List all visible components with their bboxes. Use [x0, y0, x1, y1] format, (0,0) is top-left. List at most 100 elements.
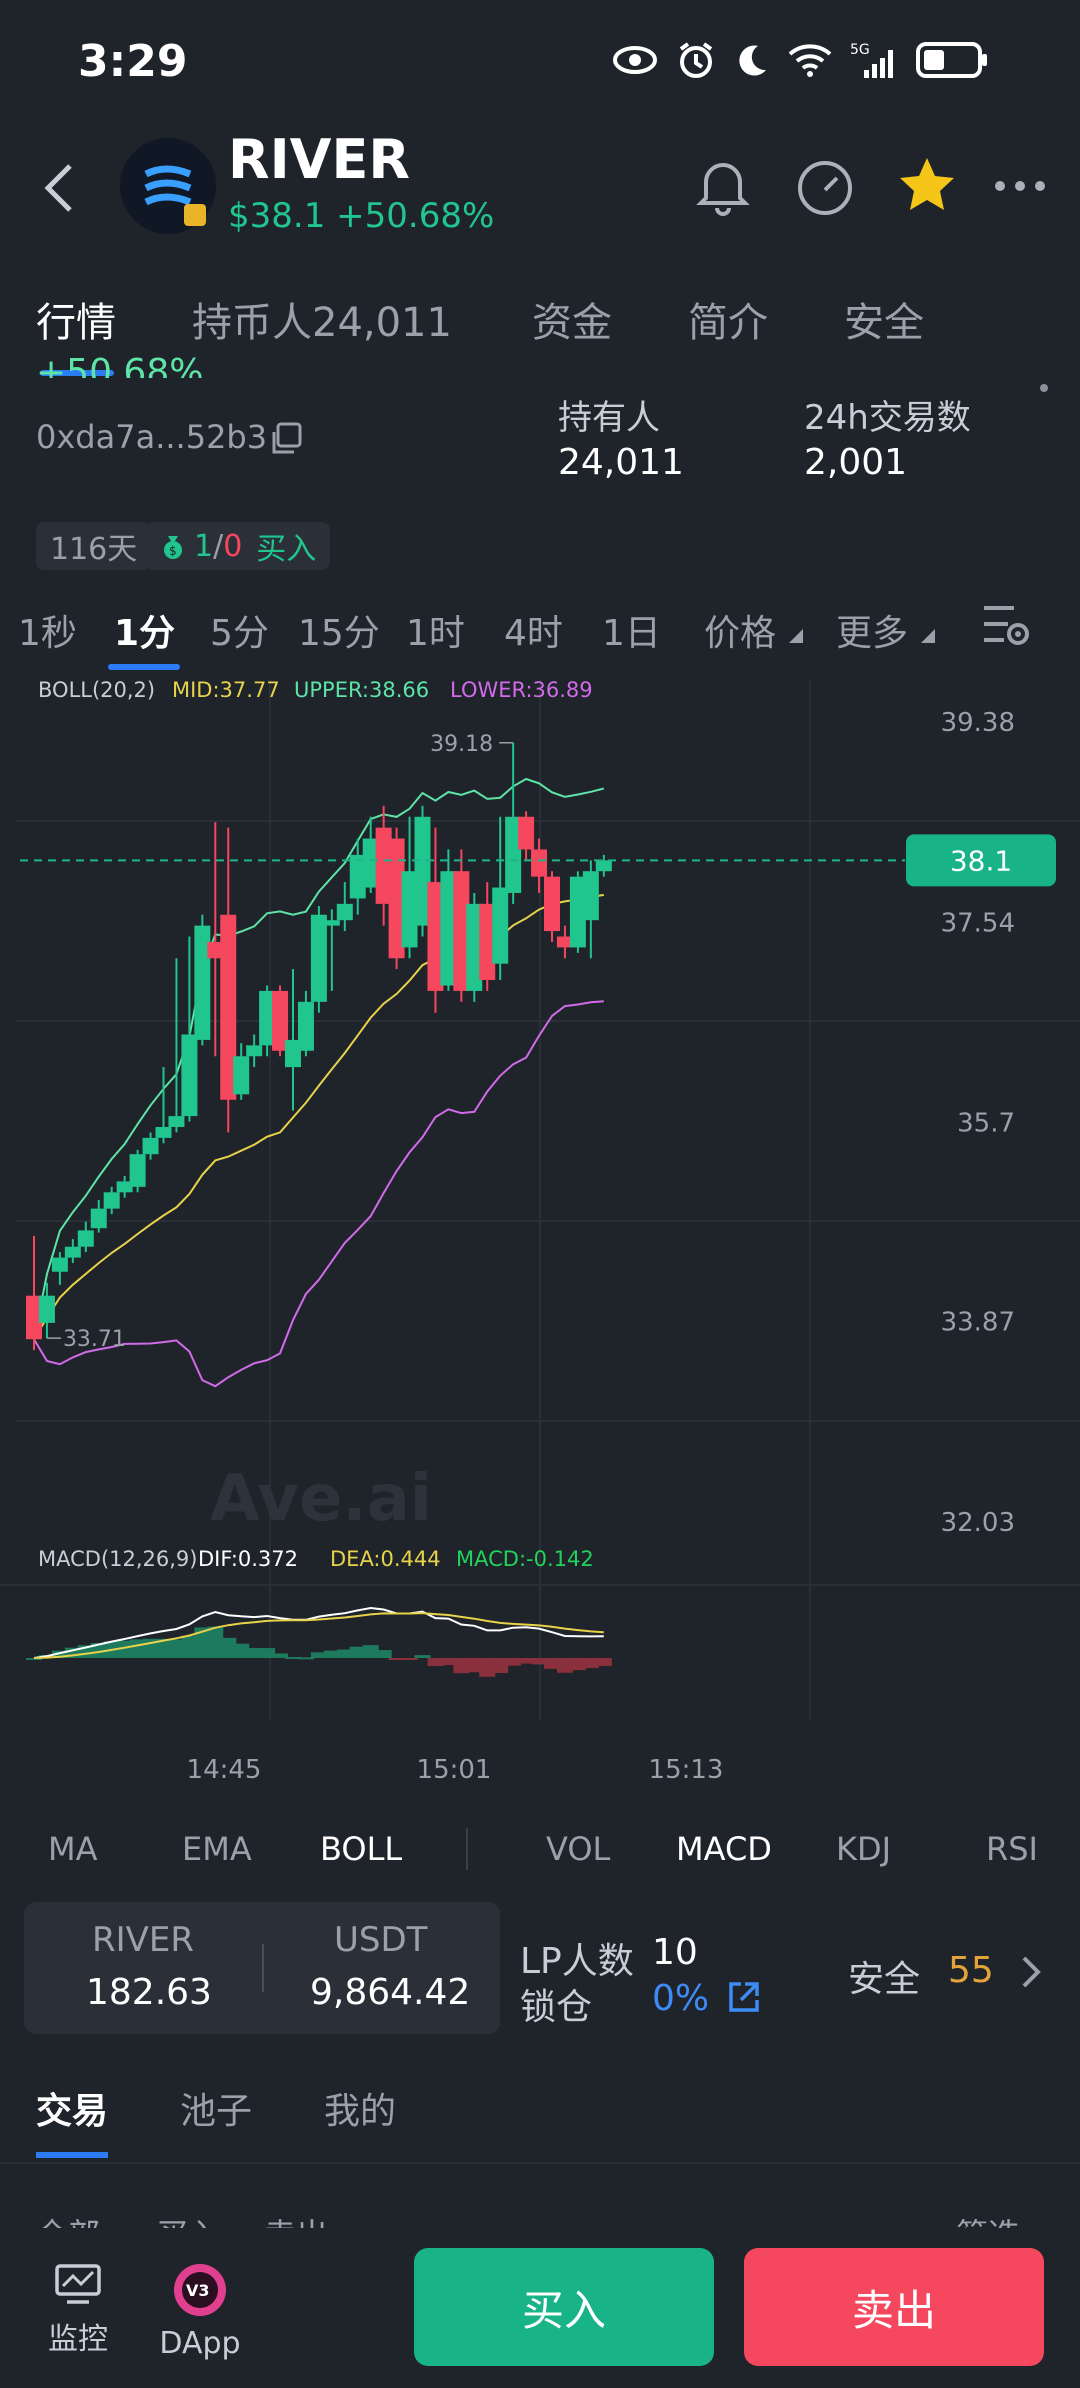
indicator-vol[interactable]: VOL — [546, 1830, 611, 1868]
subtab-buy[interactable]: 买入 — [156, 2210, 220, 2230]
tab-intro[interactable]: 简介 — [688, 300, 768, 346]
lock-value[interactable]: 0% — [652, 1978, 761, 2019]
candle-body — [505, 816, 522, 893]
y-tick-label: 35.7 — [957, 1109, 1015, 1139]
tab-market[interactable]: 行情 — [36, 300, 116, 346]
tx-value: 2,001 — [804, 442, 908, 483]
x-tick-label: 15:01 — [417, 1755, 492, 1780]
chart-settings-button[interactable] — [980, 598, 1032, 654]
svg-text:V3: V3 — [186, 2281, 210, 2300]
macd-bar — [349, 1646, 366, 1658]
bell-button[interactable] — [688, 150, 758, 220]
tab-underline — [40, 370, 114, 376]
holders-label: 持有人 — [558, 398, 660, 438]
macd-bar — [401, 1658, 418, 1660]
buy-button[interactable]: 买入 — [414, 2248, 714, 2366]
candle-body — [336, 903, 353, 921]
tab-funds[interactable]: 资金 — [532, 300, 612, 346]
status-bar: 3:29 5G — [0, 0, 1080, 130]
candle-body — [531, 849, 548, 877]
indicator-macd[interactable]: MACD — [676, 1830, 772, 1868]
candle-body — [220, 914, 237, 1100]
macd-bar — [168, 1639, 185, 1658]
dapp-icon: V3 — [174, 2264, 226, 2316]
favorite-button[interactable] — [892, 150, 962, 220]
candle-body — [556, 936, 573, 948]
interval-1d[interactable]: 1日 — [602, 613, 661, 654]
subtab-filter[interactable]: 筛选 — [956, 2210, 1020, 2230]
tab-trades[interactable]: 交易 — [36, 2091, 109, 2132]
price-dropdown[interactable]: 价格 — [704, 604, 805, 656]
tab-safety[interactable]: 安全 — [844, 300, 924, 346]
macd-dea-label: DEA:0.444 — [330, 1547, 441, 1571]
boll-mid-line — [33, 893, 604, 1340]
candle-body — [272, 990, 289, 1051]
macd-bar — [414, 1655, 431, 1658]
section-divider — [0, 2162, 1080, 2164]
copy-button[interactable] — [270, 422, 304, 456]
interval-1m[interactable]: 1分 — [114, 613, 176, 654]
tab-mine[interactable]: 我的 — [324, 2091, 397, 2132]
bell-icon — [696, 163, 750, 216]
more-dropdown[interactable]: 更多 — [836, 604, 937, 656]
interval-15m[interactable]: 15分 — [298, 613, 380, 654]
token-logo — [120, 138, 216, 234]
nav-monitor[interactable]: 监控 — [28, 2262, 128, 2358]
subtab-sell[interactable]: 卖出 — [264, 2210, 328, 2230]
battery-icon — [916, 42, 987, 78]
interval-5m[interactable]: 5分 — [210, 613, 269, 654]
safety-label: 安全 — [848, 1959, 921, 2000]
macd-bar — [544, 1658, 560, 1669]
back-button[interactable] — [40, 158, 80, 218]
macd-bar — [233, 1643, 250, 1658]
eye-icon — [613, 46, 657, 74]
holders-value: 24,011 — [558, 442, 684, 483]
tab-holders[interactable]: 持币人24,011 — [192, 300, 452, 346]
macd-bar — [310, 1652, 327, 1658]
gauge-button[interactable] — [790, 150, 860, 220]
macd-bar — [375, 1650, 392, 1658]
candle-body — [90, 1208, 107, 1229]
macd-bar — [505, 1658, 522, 1666]
candle-body — [479, 903, 496, 981]
indicator-kdj[interactable]: KDJ — [836, 1830, 892, 1868]
status-time: 3:29 — [78, 36, 188, 87]
balance-a-value: 182.63 — [86, 1972, 212, 2013]
candle-body — [38, 1295, 55, 1323]
macd-bar — [440, 1658, 457, 1666]
macd-dif-line — [33, 1606, 604, 1659]
subtab-all[interactable]: 全部 — [36, 2210, 100, 2230]
interval-4h[interactable]: 4时 — [504, 613, 563, 654]
safety-details-button[interactable] — [1016, 1952, 1046, 1996]
macd-bar — [272, 1653, 289, 1658]
more-button[interactable] — [986, 150, 1056, 220]
boll-mid-label: MID:37.77 — [172, 678, 280, 702]
macd-bar — [181, 1635, 198, 1658]
indicator-divider — [466, 1828, 468, 1870]
interval-1s[interactable]: 1秒 — [18, 613, 77, 654]
macd-bar — [531, 1658, 548, 1665]
candle-body — [466, 903, 483, 991]
buy-ratio-pill[interactable]: $ 1 / 0 买入 — [146, 522, 331, 570]
price-chart[interactable]: Ave.ai BOLL(20,2) MID:37.77 UPPER:38.66 LOWE… — [0, 670, 1080, 1780]
interval-1h[interactable]: 1时 — [406, 613, 465, 654]
indicator-rsi[interactable]: RSI — [986, 1830, 1038, 1868]
nav-dapp[interactable]: V3 DApp — [150, 2262, 250, 2361]
lp-label: LP人数 — [520, 1941, 634, 1982]
macd-dea-line — [33, 1612, 604, 1659]
indicator-ma[interactable]: MA — [48, 1830, 98, 1868]
balance-b-value: 9,864.42 — [310, 1972, 471, 2013]
candle-body — [168, 1116, 185, 1127]
macd-bar — [297, 1657, 314, 1660]
sell-button[interactable]: 卖出 — [744, 2248, 1044, 2366]
candle-body — [116, 1181, 133, 1193]
nav-dapp-label: DApp — [159, 2326, 241, 2361]
tab-pools[interactable]: 池子 — [180, 2091, 253, 2132]
candle-body — [142, 1137, 159, 1155]
indicator-boll[interactable]: BOLL — [320, 1830, 403, 1868]
indicator-ema[interactable]: EMA — [182, 1830, 252, 1868]
scroll-dot — [1040, 384, 1048, 392]
macd-bar — [246, 1647, 263, 1658]
candle-body — [310, 914, 327, 1002]
bottom-tab-underline — [36, 2152, 108, 2158]
